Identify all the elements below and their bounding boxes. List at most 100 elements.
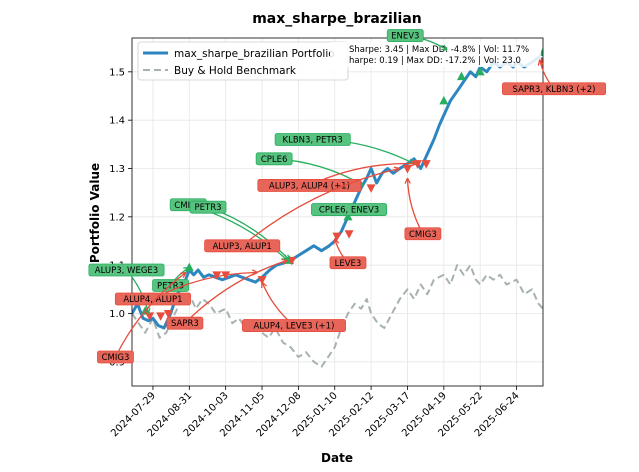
y-tick-label: 1.0 bbox=[109, 309, 125, 320]
annotation-arrowhead bbox=[179, 271, 187, 279]
annotation-arrowhead bbox=[283, 254, 291, 261]
annotation-box bbox=[241, 319, 346, 332]
annotation-label: LEVE3 bbox=[335, 259, 362, 269]
annotation-arrowhead bbox=[537, 59, 544, 66]
legend-entry: Buy & Hold Benchmark bbox=[174, 65, 297, 77]
legend: max_sharpe_brazilian Portfolio Buy & Hold… bbox=[137, 41, 349, 81]
buy-marker bbox=[439, 95, 449, 105]
annotation-label: CPLE6 bbox=[261, 155, 288, 165]
annotation-box bbox=[386, 29, 424, 42]
annotation-box bbox=[404, 227, 442, 241]
annotation-arrow bbox=[261, 281, 295, 327]
y-axis-title: Portfolio Value bbox=[88, 163, 102, 263]
annotation-box bbox=[166, 316, 204, 330]
sell-annotation: CMIG3 bbox=[97, 271, 187, 364]
annotation-label: CMIG3 bbox=[174, 201, 202, 211]
annotation-arrowhead bbox=[393, 166, 401, 173]
plot-area bbox=[131, 37, 544, 387]
sell-annotation: SAPR3, KLBN3 (+2) bbox=[502, 59, 607, 96]
annotation-arrowhead bbox=[404, 177, 411, 184]
axes: 2024-07-292024-08-312024-10-032024-11-05… bbox=[109, 67, 522, 439]
sell-marker bbox=[145, 312, 155, 321]
annotation-box bbox=[97, 350, 134, 364]
buy-marker bbox=[343, 211, 353, 221]
sell-marker bbox=[332, 232, 342, 242]
stats-background bbox=[330, 42, 541, 67]
annotation-label: SAPR3, KLBN3 (+2) bbox=[513, 85, 596, 95]
stats-line: Sharpe: 3.45 | Max DD: -4.8% | Vol: 11.7… bbox=[349, 45, 529, 55]
annotation-box bbox=[189, 200, 227, 214]
stats-line: harpe: 0.19 | Max DD: -17.2% | Vol: 23.0 bbox=[349, 56, 521, 66]
y-tick-label: 1.2 bbox=[109, 212, 125, 223]
sell-annotation: CMIG3 bbox=[404, 177, 442, 241]
y-tick-label: 1.3 bbox=[109, 164, 125, 175]
annotation-layer: ENEV3 SAPR3, KLBN3 (+2) KLBN3, PETR3 CPLE6 A… bbox=[88, 29, 607, 364]
annotation-box bbox=[502, 82, 607, 96]
annotation-label: ALUP3, WEGE3 bbox=[95, 266, 158, 276]
stats-box: Sharpe: 3.45 | Max DD: -4.8% | Vol: 11.7… bbox=[330, 42, 541, 67]
annotation-label: PETR3 bbox=[195, 203, 222, 213]
annotation-arrow bbox=[241, 167, 400, 247]
sell-marker bbox=[412, 160, 422, 169]
buy-marker bbox=[456, 71, 466, 81]
sell-marker bbox=[156, 312, 166, 321]
annotation-box bbox=[114, 292, 191, 306]
legend-entry: max_sharpe_brazilian Portfolio bbox=[174, 48, 335, 60]
sell-marker bbox=[366, 184, 376, 193]
sell-annotation: ALUP3, ALUP4 (+1) bbox=[257, 160, 417, 192]
sell-marker bbox=[402, 165, 412, 174]
sell-annotation: ALUP4, ALUP1 bbox=[114, 269, 258, 306]
annotation-label: CMIG3 bbox=[409, 230, 437, 240]
annotation-arrowhead bbox=[281, 258, 288, 265]
sell-marker bbox=[163, 310, 173, 319]
annotation-box bbox=[204, 239, 281, 253]
chart-title: max_sharpe_brazilian bbox=[252, 11, 422, 27]
portfolio-line bbox=[132, 55, 543, 330]
annotation-label: CPLE6, ENEV3 bbox=[319, 206, 379, 216]
sell-annotation: SAPR3 bbox=[166, 258, 288, 330]
annotation-box bbox=[311, 203, 388, 216]
annotation-label: ALUP4, ALUP1 bbox=[123, 295, 182, 305]
sell-marker bbox=[538, 58, 543, 68]
sell-marker bbox=[212, 271, 222, 280]
sell-marker bbox=[421, 160, 431, 169]
annotation-label: SAPR3 bbox=[171, 319, 199, 329]
benchmark-line bbox=[132, 264, 543, 368]
annotation-arrow bbox=[184, 259, 288, 324]
annotation-box bbox=[329, 256, 367, 270]
marker-layer bbox=[140, 47, 543, 321]
annotation-arrowhead bbox=[441, 44, 448, 51]
y-tick-label: 1.5 bbox=[109, 67, 125, 78]
buy-annotation: CPLE6, ENEV3 bbox=[311, 203, 388, 218]
sell-annotation: ALUP4, LEVE3 (+1) bbox=[241, 281, 346, 332]
y-tick-label: 1.4 bbox=[109, 116, 125, 127]
annotation-label: KLBN3, PETR3 bbox=[283, 136, 343, 146]
sell-annotation: ALUP3, ALUP1 bbox=[204, 166, 401, 253]
buy-annotation: PETR3 bbox=[189, 200, 291, 261]
sell-annotation: LEVE3 bbox=[329, 238, 367, 270]
annotation-arrowhead bbox=[333, 238, 340, 245]
annotation-label: ALUP3, ALUP4 (+1) bbox=[269, 181, 350, 191]
series-layer bbox=[132, 55, 543, 368]
annotation-label: PETR3 bbox=[157, 281, 184, 291]
annotation-box bbox=[274, 133, 351, 146]
annotation-label: ALUP3, ALUP1 bbox=[213, 242, 272, 252]
annotation-arrow bbox=[406, 178, 424, 235]
annotation-label: CMIG3 bbox=[102, 353, 130, 363]
annotation-arrowhead bbox=[183, 266, 190, 273]
buy-annotation: KLBN3, PETR3 bbox=[274, 133, 415, 165]
sell-marker bbox=[257, 276, 267, 285]
annotation-box bbox=[255, 152, 293, 166]
annotation-arrowhead bbox=[261, 281, 267, 289]
annotation-arrow bbox=[114, 271, 187, 358]
annotation-arrowhead bbox=[410, 160, 417, 167]
buy-marker bbox=[475, 66, 485, 76]
sell-marker bbox=[344, 230, 354, 239]
buy-annotation: ALUP3, WEGE3 bbox=[88, 263, 165, 314]
x-axis-title: Date bbox=[321, 451, 353, 465]
annotation-label: ENEV3 bbox=[391, 32, 419, 42]
annotation-arrowhead bbox=[144, 307, 151, 314]
buy-annotation: ENEV3 bbox=[386, 29, 448, 51]
annotation-label: ALUP4, LEVE3 (+1) bbox=[254, 322, 335, 332]
